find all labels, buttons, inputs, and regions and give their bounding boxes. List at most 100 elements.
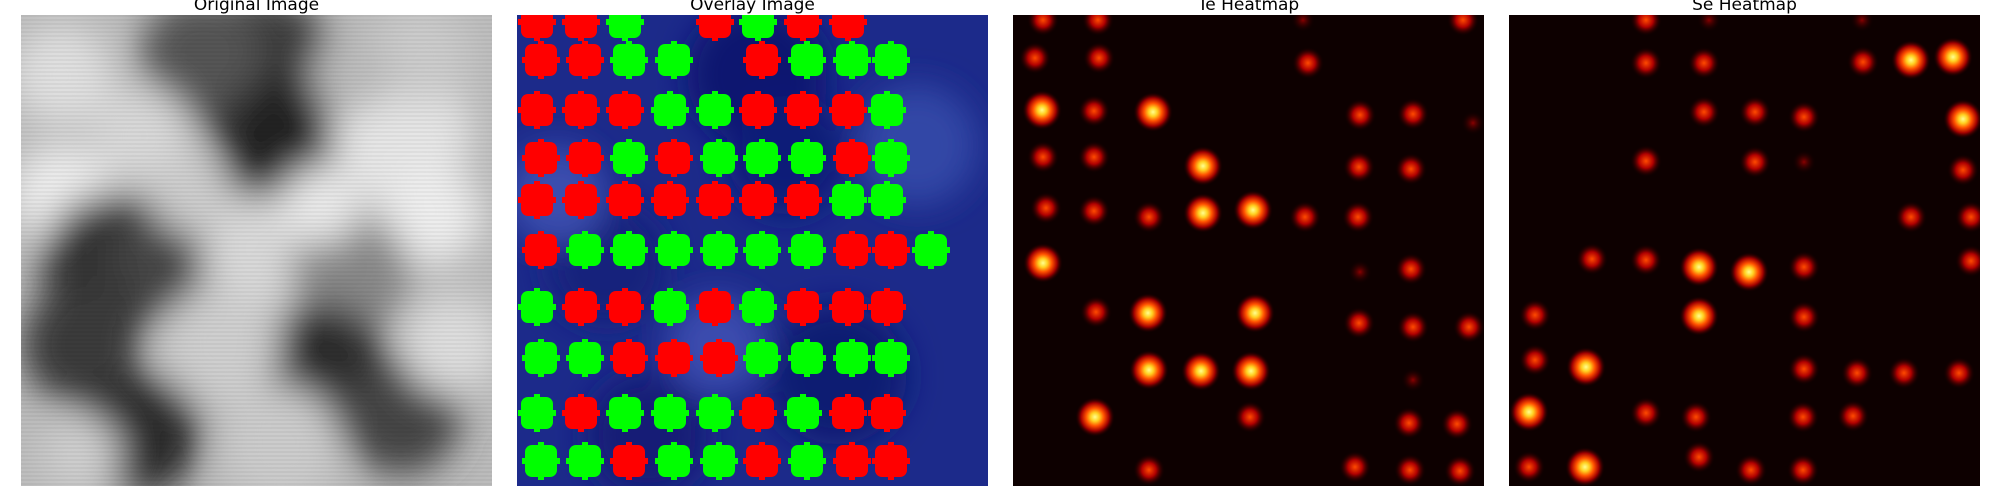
se-heatmap-canvas — [1509, 15, 1980, 486]
se-spot-14 — [1792, 150, 1816, 174]
te-spot-43 — [1339, 451, 1371, 483]
se-atom-marker — [700, 139, 738, 177]
se-spot-16 — [1895, 201, 1927, 233]
se-atom-marker — [696, 91, 734, 129]
te-spot-1 — [1082, 15, 1114, 36]
se-atom-marker — [868, 91, 906, 129]
se-spot-3 — [1630, 47, 1662, 79]
te-atom-marker — [829, 394, 867, 432]
te-spot-11 — [1397, 98, 1429, 130]
se-atom-marker — [518, 394, 556, 432]
se-atom-marker — [833, 41, 871, 79]
se-atom-marker — [518, 288, 556, 326]
se-heatmap-panel: Se Heatmap — [1509, 0, 1980, 486]
te-atom-marker — [872, 442, 910, 480]
te-spot-35 — [1181, 351, 1221, 391]
se-atom-marker — [829, 181, 867, 219]
se-spot-22 — [1788, 251, 1820, 283]
se-atom-marker — [739, 15, 777, 41]
se-atom-marker — [833, 339, 871, 377]
te-atom-marker — [868, 394, 906, 432]
se-spot-23 — [1955, 245, 1980, 277]
se-atom-marker — [739, 288, 777, 326]
te-spot-16 — [1343, 151, 1375, 183]
te-atom-marker — [784, 91, 822, 129]
se-spot-20 — [1679, 247, 1719, 287]
se-atom-marker — [872, 339, 910, 377]
te-spot-10 — [1344, 99, 1376, 131]
se-atom-marker — [784, 394, 822, 432]
se-spot-32 — [1943, 357, 1975, 389]
te-spot-27 — [1395, 253, 1427, 285]
se-spot-38 — [1683, 441, 1715, 473]
se-spot-34 — [1630, 397, 1662, 429]
se-atom-marker — [788, 442, 826, 480]
se-heatmap-title: Se Heatmap — [1692, 0, 1797, 15]
te-spot-17 — [1395, 153, 1427, 185]
se-atom-marker — [522, 339, 560, 377]
te-atom-marker — [696, 15, 734, 41]
original-image-panel: Original Image — [21, 0, 492, 486]
se-spot-12 — [1630, 145, 1662, 177]
te-spot-22 — [1233, 190, 1273, 230]
te-atom-marker — [562, 15, 600, 41]
te-atom-marker — [829, 15, 867, 41]
te-atom-marker — [518, 91, 556, 129]
se-spot-21 — [1729, 252, 1769, 292]
se-atom-marker — [872, 41, 910, 79]
se-spot-6 — [1891, 40, 1931, 80]
te-atom-marker — [833, 231, 871, 269]
se-atom-marker — [566, 442, 604, 480]
se-atom-marker — [566, 339, 604, 377]
te-atom-marker — [872, 231, 910, 269]
te-atom-marker — [784, 181, 822, 219]
te-spot-19 — [1078, 195, 1110, 227]
se-atom-marker — [610, 139, 648, 177]
se-atom-marker — [872, 139, 910, 177]
se-spot-24 — [1519, 299, 1551, 331]
se-spot-19 — [1630, 244, 1662, 276]
se-atom-marker — [743, 231, 781, 269]
te-spot-31 — [1343, 307, 1375, 339]
te-atom-marker — [518, 181, 556, 219]
se-spot-7 — [1933, 37, 1973, 77]
se-atom-marker — [655, 41, 693, 79]
te-atom-marker — [610, 339, 648, 377]
te-spot-24 — [1342, 201, 1374, 233]
te-atom-marker — [566, 41, 604, 79]
te-spot-38 — [1075, 397, 1115, 437]
se-spot-18 — [1576, 243, 1608, 275]
se-spot-33 — [1509, 392, 1549, 432]
te-atom-marker — [610, 442, 648, 480]
se-spot-29 — [1788, 353, 1820, 385]
te-atom-marker — [522, 41, 560, 79]
se-spot-4 — [1688, 47, 1720, 79]
se-spot-2 — [1697, 15, 1721, 32]
te-atom-marker — [522, 139, 560, 177]
se-spot-10 — [1788, 101, 1820, 133]
te-atom-marker — [562, 181, 600, 219]
original-image-canvas — [21, 15, 492, 486]
te-spot-12 — [1461, 111, 1484, 135]
te-spot-2 — [1447, 15, 1479, 36]
te-atom-marker — [606, 288, 644, 326]
te-spot-21 — [1183, 193, 1223, 233]
se-spot-28 — [1566, 347, 1606, 387]
se-spot-40 — [1565, 447, 1605, 486]
te-atom-marker — [655, 339, 693, 377]
te-atom-marker — [829, 91, 867, 129]
te-heatmap-canvas — [1013, 15, 1484, 486]
te-spot-45 — [1444, 455, 1476, 486]
se-atom-marker — [651, 394, 689, 432]
te-spot-41 — [1441, 408, 1473, 440]
te-atom-marker — [651, 181, 689, 219]
se-atom-marker — [606, 394, 644, 432]
te-atom-marker — [784, 15, 822, 41]
te-atom-marker — [562, 91, 600, 129]
te-atom-marker — [739, 394, 777, 432]
se-atom-marker — [743, 139, 781, 177]
te-spot-18 — [1030, 192, 1062, 224]
se-spot-25 — [1679, 296, 1719, 336]
te-spot-5 — [1083, 42, 1115, 74]
te-atom-marker — [522, 231, 560, 269]
